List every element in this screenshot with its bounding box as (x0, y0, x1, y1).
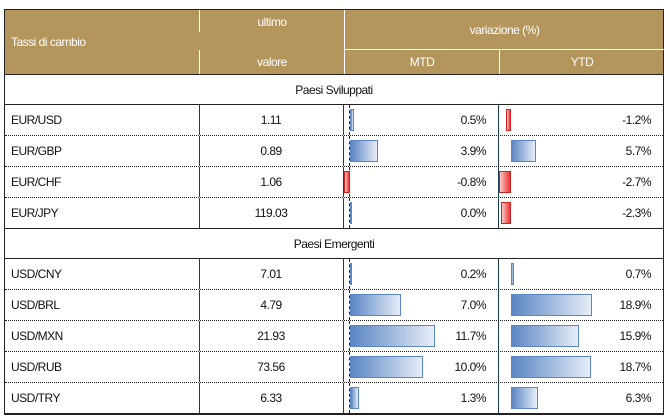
positive-bar (350, 263, 352, 285)
section-header: Paesi Emergenti (5, 228, 663, 258)
header-mtd: MTD (344, 50, 499, 74)
positive-bar (350, 109, 354, 131)
positive-bar (511, 387, 539, 409)
ytd-cell: -2.7% (499, 167, 663, 197)
zero-axis (349, 198, 350, 228)
last-value: 119.03 (199, 198, 344, 228)
negative-bar (499, 171, 511, 193)
table-row: EUR/JPY 119.03 0.0% -2.3% (5, 197, 663, 228)
mtd-value: 0.0% (460, 206, 487, 220)
pair-label: EUR/CHF (5, 167, 200, 197)
zero-axis (349, 321, 350, 351)
mtd-cell: 1.3% (344, 383, 499, 413)
mtd-value: 0.2% (460, 267, 487, 281)
mtd-value: 1.3% (460, 391, 487, 405)
negative-bar (501, 202, 511, 224)
mtd-value: 7.0% (460, 298, 487, 312)
ytd-cell: -1.2% (499, 105, 663, 135)
header-last-1: ultimo (199, 10, 344, 32)
last-value: 73.56 (199, 352, 344, 382)
positive-bar (350, 202, 352, 224)
positive-bar (511, 356, 592, 378)
ytd-value: 5.7% (625, 144, 652, 158)
ytd-cell: 18.7% (499, 352, 663, 382)
exchange-rates-table: Tassi di cambio ultimo valore variazione… (4, 9, 664, 415)
pair-label: EUR/JPY (5, 198, 200, 228)
mtd-value: 10.0% (454, 360, 486, 374)
table-row: EUR/CHF 1.06 -0.8% -2.7% (5, 166, 663, 197)
positive-bar (350, 294, 402, 316)
last-value: 1.11 (199, 105, 344, 135)
table-row: USD/TRY 6.33 1.3% 6.3% (5, 382, 663, 413)
pair-label: USD/MXN (5, 321, 200, 351)
mtd-cell: 11.7% (344, 321, 499, 351)
mtd-cell: 0.0% (344, 198, 499, 228)
header-pair: Tassi di cambio (11, 35, 86, 49)
last-value: 1.06 (199, 167, 344, 197)
positive-bar (511, 263, 514, 285)
mtd-cell: -0.8% (344, 167, 499, 197)
zero-axis (349, 383, 350, 413)
pair-label: EUR/GBP (5, 136, 200, 166)
last-value: 6.33 (199, 383, 344, 413)
positive-bar (511, 325, 580, 347)
positive-bar (350, 325, 436, 347)
mtd-value: 11.7% (455, 329, 486, 343)
ytd-cell: 5.7% (499, 136, 663, 166)
ytd-cell: 15.9% (499, 321, 663, 351)
table-header: Tassi di cambio ultimo valore variazione… (5, 10, 664, 74)
pair-label: USD/TRY (5, 383, 200, 413)
positive-bar (350, 140, 379, 162)
mtd-cell: 0.2% (344, 259, 499, 289)
table-row: USD/MXN 21.93 11.7% 15.9% (5, 320, 663, 351)
last-value: 4.79 (199, 290, 344, 320)
ytd-value: 15.9% (619, 329, 651, 343)
positive-bar (350, 356, 423, 378)
mtd-value: -0.8% (457, 175, 486, 189)
mtd-cell: 7.0% (344, 290, 499, 320)
ytd-value: -1.2% (622, 113, 651, 127)
header-last-2: valore (199, 50, 344, 74)
zero-axis (349, 105, 350, 135)
mtd-value: 0.5% (460, 113, 487, 127)
table-row: USD/BRL 4.79 7.0% 18.9% (5, 289, 663, 320)
last-value: 7.01 (199, 259, 344, 289)
table-row: EUR/USD 1.11 0.5% -1.2% (5, 104, 663, 135)
negative-bar (505, 109, 511, 131)
ytd-value: -2.7% (622, 175, 651, 189)
ytd-cell: 0.7% (499, 259, 663, 289)
mtd-cell: 10.0% (344, 352, 499, 382)
positive-bar (511, 294, 593, 316)
negative-bar (344, 171, 350, 193)
ytd-cell: 18.9% (499, 290, 663, 320)
pair-label: USD/BRL (5, 290, 200, 320)
zero-axis (349, 136, 350, 166)
pair-label: USD/RUB (5, 352, 200, 382)
positive-bar (511, 140, 536, 162)
ytd-value: 0.7% (625, 267, 652, 281)
ytd-value: 18.9% (619, 298, 651, 312)
ytd-value: 18.7% (619, 360, 651, 374)
last-value: 0.89 (199, 136, 344, 166)
ytd-cell: -2.3% (499, 198, 663, 228)
mtd-cell: 3.9% (344, 136, 499, 166)
table-row: EUR/GBP 0.89 3.9% 5.7% (5, 135, 663, 166)
header-ytd: YTD (499, 50, 664, 74)
zero-axis (349, 259, 350, 289)
ytd-value: -2.3% (622, 206, 651, 220)
zero-axis (349, 352, 350, 382)
ytd-cell: 6.3% (499, 383, 663, 413)
zero-axis (349, 290, 350, 320)
table-row: USD/RUB 73.56 10.0% 18.7% (5, 351, 663, 382)
mtd-cell: 0.5% (344, 105, 499, 135)
last-value: 21.93 (199, 321, 344, 351)
mtd-value: 3.9% (460, 144, 487, 158)
positive-bar (350, 387, 360, 409)
pair-label: EUR/USD (5, 105, 200, 135)
table-row: USD/CNY 7.01 0.2% 0.7% (5, 258, 663, 289)
ytd-value: 6.3% (625, 391, 652, 405)
pair-label: USD/CNY (5, 259, 200, 289)
section-header: Paesi Sviluppati (5, 74, 663, 104)
header-variation: variazione (%) (344, 10, 664, 50)
